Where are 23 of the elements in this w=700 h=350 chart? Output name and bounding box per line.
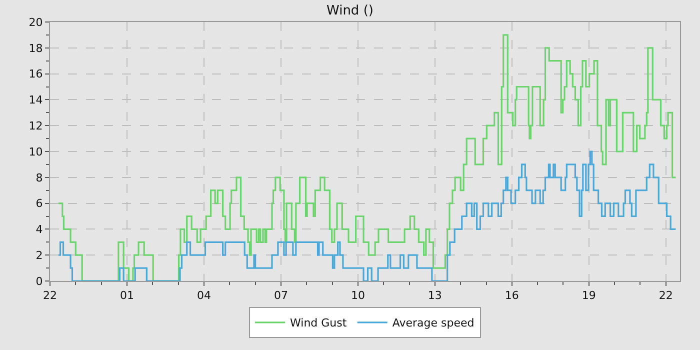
x-tick-label: 22: [43, 289, 57, 302]
y-tick-label: 0: [36, 274, 43, 288]
y-tick-label: 8: [36, 171, 43, 184]
y-tick-label: 18: [28, 42, 43, 55]
x-tick-label: 07: [274, 289, 288, 302]
y-tick-label: 6: [36, 197, 43, 210]
legend-label: Average speed: [392, 316, 474, 330]
y-tick-label: 4: [36, 223, 43, 236]
chart-title: Wind (): [326, 3, 374, 18]
y-tick-label: 10: [28, 145, 43, 158]
y-tick-label: 12: [28, 119, 43, 132]
x-tick-label: 16: [504, 289, 519, 302]
x-tick-label: 22: [658, 289, 673, 302]
y-tick-label: 16: [28, 68, 43, 81]
x-tick-label: 19: [582, 289, 596, 302]
x-tick-label: 04: [196, 289, 211, 302]
y-tick-label: 20: [28, 16, 43, 29]
y-tick-label: 14: [28, 94, 43, 107]
x-tick-label: 01: [120, 289, 134, 302]
legend-label: Wind Gust: [290, 316, 348, 330]
y-tick-label: 2: [36, 248, 43, 262]
x-tick-label: 10: [350, 289, 365, 302]
x-tick-label: 13: [428, 289, 442, 302]
